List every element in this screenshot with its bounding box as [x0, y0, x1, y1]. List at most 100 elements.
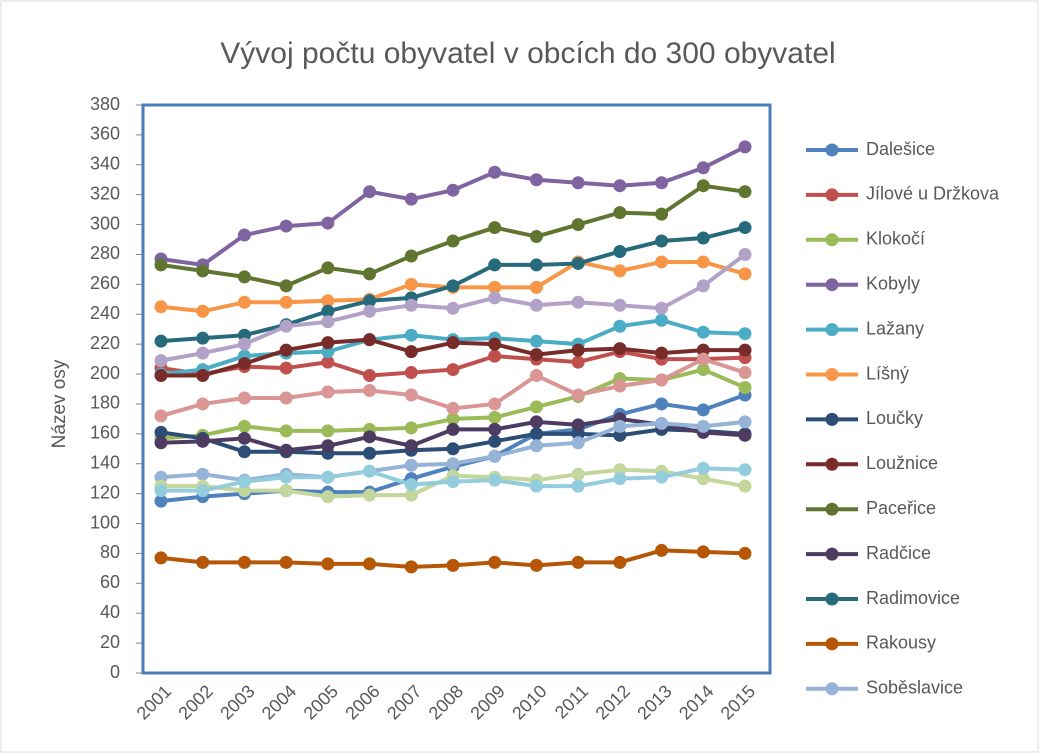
data-point: [571, 555, 585, 569]
data-point: [696, 472, 710, 486]
data-point: [446, 279, 460, 293]
legend-marker: [825, 592, 839, 606]
data-point: [696, 161, 710, 175]
data-point: [488, 280, 502, 294]
data-point: [738, 479, 752, 493]
data-point: [738, 267, 752, 281]
data-point: [613, 179, 627, 193]
data-point: [279, 443, 293, 457]
data-point: [321, 294, 335, 308]
data-point: [529, 258, 543, 272]
legend-label: Rakousy: [866, 633, 936, 653]
data-point: [738, 343, 752, 357]
y-tick-label: 40: [100, 602, 120, 622]
data-point: [488, 449, 502, 463]
data-point: [196, 397, 210, 411]
data-point: [237, 337, 251, 351]
legend-label: Kobyly: [866, 273, 920, 293]
data-point: [196, 484, 210, 498]
data-point: [571, 467, 585, 481]
data-point: [488, 221, 502, 235]
data-point: [363, 446, 377, 460]
data-point: [154, 494, 168, 508]
data-point: [529, 479, 543, 493]
data-point: [571, 388, 585, 402]
data-point: [571, 418, 585, 432]
data-point: [321, 261, 335, 275]
data-point: [404, 458, 418, 472]
data-point: [738, 327, 752, 341]
legend-marker: [825, 637, 839, 651]
data-point: [488, 291, 502, 305]
data-point: [613, 555, 627, 569]
data-point: [404, 488, 418, 502]
data-point: [404, 277, 418, 291]
y-tick-label: 320: [90, 183, 120, 203]
data-point: [237, 391, 251, 405]
data-point: [363, 304, 377, 318]
data-point: [154, 484, 168, 498]
y-tick-label: 300: [90, 213, 120, 233]
data-point: [363, 557, 377, 571]
data-point: [154, 258, 168, 272]
data-point: [196, 467, 210, 481]
data-point: [655, 416, 669, 430]
data-point: [279, 219, 293, 233]
data-point: [446, 336, 460, 350]
data-point: [529, 298, 543, 312]
data-point: [613, 319, 627, 333]
data-point: [279, 319, 293, 333]
data-point: [363, 369, 377, 383]
data-point: [321, 304, 335, 318]
y-tick-label: 20: [100, 632, 120, 652]
data-point: [237, 431, 251, 445]
legend-marker: [825, 323, 839, 337]
y-tick-label: 100: [90, 512, 120, 532]
data-point: [529, 439, 543, 453]
data-point: [696, 279, 710, 293]
data-point: [696, 343, 710, 357]
data-point: [404, 478, 418, 492]
data-point: [279, 361, 293, 375]
data-point: [154, 300, 168, 314]
data-point: [279, 343, 293, 357]
data-point: [613, 342, 627, 356]
legend-label: Paceřice: [866, 498, 936, 518]
data-point: [404, 249, 418, 263]
data-point: [237, 484, 251, 498]
legend-marker: [825, 457, 839, 471]
data-point: [738, 221, 752, 235]
data-point: [237, 555, 251, 569]
data-point: [446, 442, 460, 456]
data-point: [363, 333, 377, 347]
y-tick-label: 60: [100, 572, 120, 592]
data-point: [363, 430, 377, 444]
y-tick-label: 140: [90, 452, 120, 472]
data-point: [738, 366, 752, 380]
data-point: [363, 185, 377, 199]
y-tick-label: 220: [90, 333, 120, 353]
data-point: [571, 295, 585, 309]
data-point: [655, 255, 669, 269]
data-point: [279, 484, 293, 498]
y-tick-label: 160: [90, 423, 120, 443]
legend-label: Jílové u Držkova: [866, 184, 1000, 204]
data-point: [321, 557, 335, 571]
data-point: [279, 470, 293, 484]
data-point: [696, 255, 710, 269]
legend-label: Dalešice: [866, 139, 935, 159]
data-point: [154, 334, 168, 348]
data-point: [237, 328, 251, 342]
legend-marker: [825, 143, 839, 157]
data-point: [404, 298, 418, 312]
data-point: [404, 328, 418, 342]
data-point: [571, 343, 585, 357]
data-point: [488, 165, 502, 179]
data-point: [696, 403, 710, 417]
data-point: [321, 424, 335, 438]
data-point: [446, 422, 460, 436]
data-point: [738, 463, 752, 477]
data-point: [488, 473, 502, 487]
data-point: [321, 336, 335, 350]
data-point: [529, 415, 543, 429]
